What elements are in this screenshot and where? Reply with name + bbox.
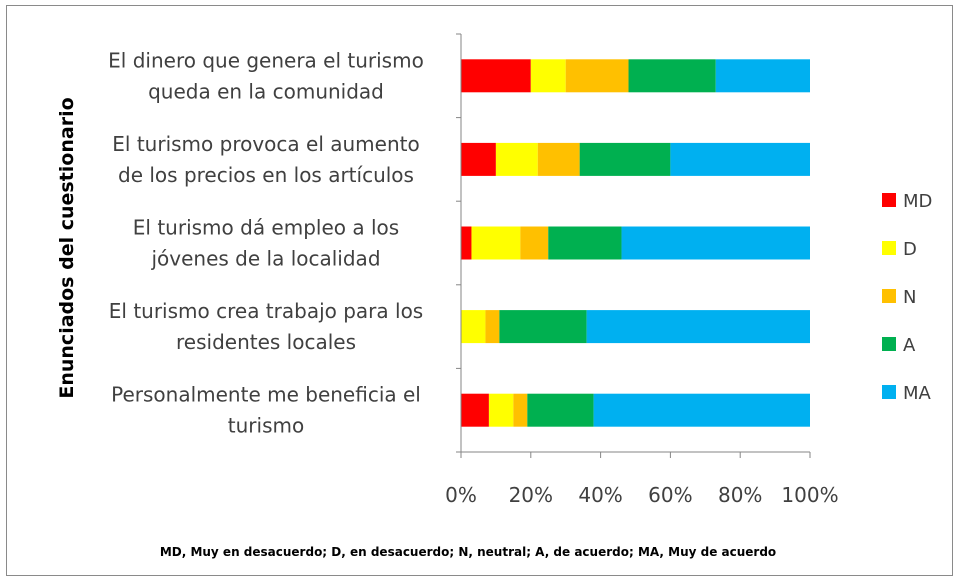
x-tick-label: 40%: [578, 483, 622, 507]
bars-group: [461, 59, 810, 427]
category-label: Personalmente me beneficia el turismo: [111, 383, 421, 438]
bar-segment-ma: [715, 59, 810, 93]
legend: MD D N A MA: [882, 191, 932, 404]
bar-segment-a: [548, 226, 622, 260]
bar-segment-ma: [621, 226, 810, 260]
bar-segment-ma: [593, 393, 810, 427]
bar-segment-n: [485, 310, 500, 344]
bar-segment-md: [461, 393, 489, 427]
bar-segment-d: [530, 59, 566, 93]
bar-segment-n: [513, 393, 528, 427]
bar-segment-ma: [670, 142, 810, 176]
bar-segment-md: [461, 226, 472, 260]
category-labels: El dinero que genera el turismo queda en …: [108, 48, 424, 437]
legend-label-md: MD: [903, 191, 932, 212]
bar-segment-d: [461, 310, 486, 344]
bar-segment-a: [499, 310, 587, 344]
bar-segment-d: [488, 393, 514, 427]
x-tick-label: 80%: [718, 483, 762, 507]
axes-group: [456, 33, 811, 458]
bar-segment-n: [565, 59, 629, 93]
legend-swatch-ma: [882, 385, 896, 399]
category-label: El turismo crea trabajo para los resident…: [109, 299, 423, 354]
legend-label-a: A: [903, 335, 916, 356]
x-tick-labels: 0% 20% 40% 60% 80% 100%: [445, 483, 838, 507]
bar-segment-a: [527, 393, 594, 427]
bar-segment-ma: [586, 310, 810, 344]
bar-segment-d: [495, 142, 538, 176]
category-label: El turismo dá empleo a los jóvenes de la …: [133, 216, 399, 271]
footnote: MD, Muy en desacuerdo; D, en desacuerdo;…: [160, 545, 776, 559]
legend-swatch-md: [882, 193, 896, 207]
x-tick-label: 100%: [781, 483, 838, 507]
category-label: El turismo provoca el aumento de los prec…: [112, 132, 419, 187]
legend-swatch-a: [882, 337, 896, 351]
x-tick-label: 60%: [648, 483, 692, 507]
legend-label-n: N: [903, 287, 916, 308]
chart-frame: [6, 5, 953, 576]
bar-segment-n: [520, 226, 549, 260]
x-tick-label: 20%: [509, 483, 553, 507]
y-axis-title: Enunciados del cuestionario: [56, 97, 78, 398]
bar-segment-md: [461, 59, 531, 93]
bar-segment-md: [461, 142, 496, 176]
legend-label-ma: MA: [903, 383, 932, 404]
legend-swatch-d: [882, 241, 896, 255]
bar-segment-n: [537, 142, 580, 176]
category-label: El dinero que genera el turismo queda en …: [108, 48, 424, 103]
bar-segment-a: [628, 59, 716, 93]
bar-segment-a: [579, 142, 671, 176]
legend-label-d: D: [903, 239, 917, 260]
legend-swatch-n: [882, 289, 896, 303]
x-tick-label: 0%: [445, 483, 477, 507]
bar-segment-d: [471, 226, 521, 260]
